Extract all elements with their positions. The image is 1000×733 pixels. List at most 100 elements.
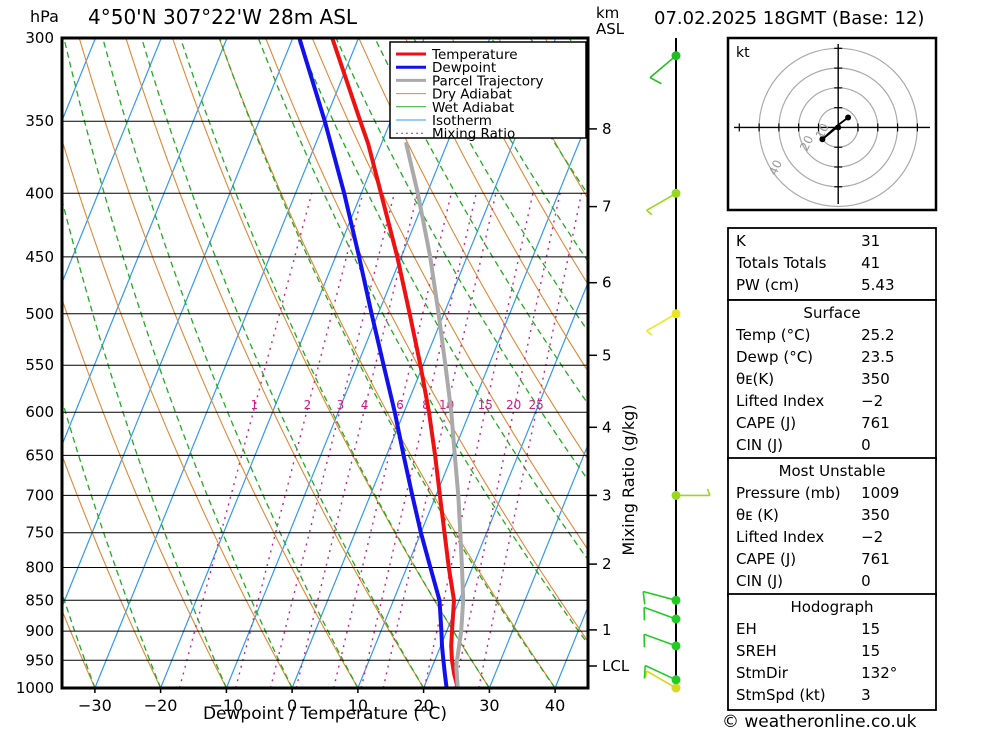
- height-unit-label-1: km: [596, 4, 619, 22]
- pressure-tick-label: 450: [25, 248, 54, 266]
- surface-table-title: Surface: [803, 304, 860, 322]
- datetime-label: 07.02.2025 18GMT (Base: 12): [654, 8, 924, 29]
- stat-label: PW (cm): [736, 276, 799, 294]
- pressure-unit-label: hPa: [30, 7, 59, 26]
- legend-label: Parcel Trajectory: [432, 73, 544, 89]
- stat-label: Lifted Index: [736, 392, 824, 410]
- stat-label: StmDir: [736, 664, 789, 682]
- mixing-ratio-label: 2: [304, 398, 312, 412]
- legend-label: Mixing Ratio: [432, 126, 515, 142]
- pressure-tick-label: 700: [25, 486, 54, 504]
- legend-label: Temperature: [431, 47, 518, 63]
- mixing-ratio-label: 6: [396, 398, 404, 412]
- temperature-tick-label: 30: [479, 696, 499, 715]
- stat-value: 15: [861, 620, 880, 638]
- most-unstable-table: [727, 457, 937, 597]
- stat-value: 3: [861, 686, 871, 704]
- stat-value: 23.5: [861, 348, 894, 366]
- stat-label: θᴇ(K): [736, 370, 774, 388]
- stat-value: 15: [861, 642, 880, 660]
- hodograph-stats-table: [727, 593, 937, 711]
- hodograph-ring-label: 20: [797, 133, 816, 153]
- height-tick-label: 1: [602, 621, 612, 639]
- pressure-tick-label: 900: [25, 622, 54, 640]
- height-tick-label: 7: [602, 198, 612, 216]
- temperature-tick-label: 0: [287, 696, 297, 715]
- sounding-curves: [297, 38, 466, 688]
- height-tick-label: 4: [602, 418, 612, 436]
- pressure-tick-label: 600: [25, 403, 54, 421]
- stat-label: Totals Totals: [735, 254, 827, 272]
- legend-label: Dry Adiabat: [432, 87, 512, 103]
- stat-label: SREH: [736, 642, 777, 660]
- mixing-ratio-label: 1: [250, 398, 258, 412]
- lcl-label: LCL: [602, 657, 630, 675]
- stat-value: 350: [861, 506, 890, 524]
- mixing-ratio-label: 4: [361, 398, 369, 412]
- stat-label: StmSpd (kt): [736, 686, 826, 704]
- stat-value: 761: [861, 414, 890, 432]
- indices-table: [727, 227, 937, 301]
- mixing-ratio-axis-label: Mixing Ratio (g/kg): [619, 404, 638, 555]
- pressure-tick-label: 550: [25, 356, 54, 374]
- legend-label: Dewpoint: [432, 60, 496, 76]
- stat-value: 350: [861, 370, 890, 388]
- temperature-tick-label: −30: [78, 696, 112, 715]
- copyright-label: © weatheronline.co.uk: [722, 712, 917, 732]
- stat-label: CIN (J): [736, 436, 783, 454]
- stat-label: CAPE (J): [736, 414, 796, 432]
- stat-value: 1009: [861, 484, 899, 502]
- pressure-tick-label: 750: [25, 524, 54, 542]
- height-axis: 1 2 3 4 5 6 7 8 LCL: [588, 120, 630, 675]
- stat-label: CAPE (J): [736, 550, 796, 568]
- stat-label: CIN (J): [736, 572, 783, 590]
- temperature-tick-label: −10: [210, 696, 244, 715]
- hodograph-point: [819, 136, 826, 143]
- height-tick-label: 6: [602, 274, 612, 292]
- stat-value: 132°: [861, 664, 897, 682]
- height-tick-label: 8: [602, 120, 612, 138]
- x-axis-label: Dewpoint / Temperature (°C): [203, 704, 447, 724]
- mixing-ratio-label: 15: [478, 398, 493, 412]
- stat-value: 761: [861, 550, 890, 568]
- stat-label: Temp (°C): [735, 326, 810, 344]
- curve-temperature: [330, 38, 460, 688]
- stat-value: 0: [861, 436, 871, 454]
- hodograph-ring-label: 40: [766, 158, 785, 178]
- curve-dewpoint: [297, 38, 449, 688]
- most-unstable-table-title: Most Unstable: [779, 462, 886, 480]
- stat-label: Lifted Index: [736, 528, 824, 546]
- pressure-tick-label: 500: [25, 305, 54, 323]
- temperature-axis: −30 −20 −10 0 10 20 30 40: [78, 688, 565, 715]
- temperature-tick-label: 40: [545, 696, 565, 715]
- hodograph-unit-label: kt: [736, 45, 750, 61]
- stat-value: 5.43: [861, 276, 894, 294]
- stat-label: K: [736, 232, 747, 250]
- pressure-tick-label: 1000: [16, 679, 54, 697]
- stat-value: 31: [861, 232, 880, 250]
- pressure-tick-label: 800: [25, 559, 54, 577]
- stat-value: −2: [861, 528, 883, 546]
- wind-barb-column: [642, 38, 711, 693]
- stat-label: EH: [736, 620, 757, 638]
- stat-value: 0: [861, 572, 871, 590]
- mixing-ratio-label: 25: [529, 398, 544, 412]
- pressure-tick-label: 400: [25, 184, 54, 202]
- temperature-tick-label: 10: [348, 696, 368, 715]
- mixing-ratio-labels: 1 2 3 4 6 8 10 15 20 25: [250, 398, 543, 412]
- stat-label: θᴇ (K): [736, 506, 779, 524]
- temperature-tick-label: 20: [413, 696, 433, 715]
- pressure-tick-label: 300: [25, 29, 54, 47]
- stat-label: Pressure (mb): [736, 484, 841, 502]
- pressure-tick-label: 950: [25, 651, 54, 669]
- pressure-tick-label: 350: [25, 112, 54, 130]
- pressure-tick-label: 650: [25, 446, 54, 464]
- height-tick-label: 2: [602, 555, 612, 573]
- surface-table: [727, 299, 937, 461]
- plot-frame: [60, 36, 590, 690]
- stat-value: −2: [861, 392, 883, 410]
- legend-label: Isotherm: [432, 113, 492, 129]
